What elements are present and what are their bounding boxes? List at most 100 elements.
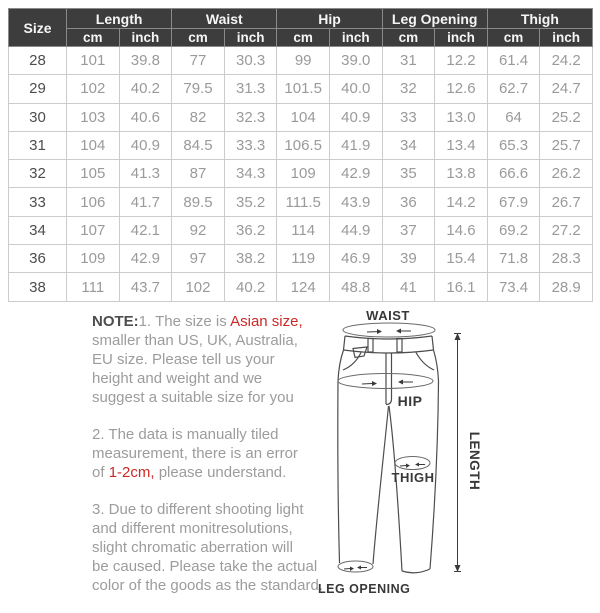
size-value: 31 — [9, 131, 67, 159]
cell: 114 — [277, 216, 330, 244]
cell: 79.5 — [172, 75, 225, 103]
cell: 27.2 — [540, 216, 593, 244]
highlight-asian-size: Asian size, — [230, 313, 303, 330]
cell: 40.6 — [119, 103, 172, 131]
size-row-29: 29 102 40.2 79.5 31.3 101.5 40.0 32 12.6… — [9, 75, 593, 103]
subcol-inch: inch — [435, 29, 488, 47]
cell: 105 — [67, 160, 120, 188]
thigh-measure-ellipse — [395, 457, 430, 470]
cell: 106.5 — [277, 131, 330, 159]
cell: 41.7 — [119, 188, 172, 216]
cell: 37 — [382, 216, 435, 244]
cell: 104 — [67, 131, 120, 159]
cell: 87 — [172, 160, 225, 188]
cell: 30.3 — [224, 47, 277, 75]
cell: 62.7 — [487, 75, 540, 103]
cell: 48.8 — [329, 273, 382, 301]
cell: 101 — [67, 47, 120, 75]
cell: 24.2 — [540, 47, 593, 75]
cell: 34 — [382, 131, 435, 159]
cell: 25.2 — [540, 103, 593, 131]
cell: 31.3 — [224, 75, 277, 103]
cell: 13.8 — [435, 160, 488, 188]
size-chart-page: { "colors": { "header_bg": "#3d3d3d", "h… — [0, 0, 600, 600]
cell: 64 — [487, 103, 540, 131]
cell: 35.2 — [224, 188, 277, 216]
cell: 32.3 — [224, 103, 277, 131]
cell: 40.2 — [224, 273, 277, 301]
subcol-inch: inch — [540, 29, 593, 47]
subcol-cm: cm — [67, 29, 120, 47]
waist-measure-ellipse — [343, 323, 435, 337]
cell: 13.0 — [435, 103, 488, 131]
cell: 107 — [67, 216, 120, 244]
cell: 67.9 — [487, 188, 540, 216]
cell: 28.9 — [540, 273, 593, 301]
cell: 41.3 — [119, 160, 172, 188]
cell: 41.9 — [329, 131, 382, 159]
cell: 38.2 — [224, 245, 277, 273]
pants-measurement-diagram: WAIST HIP THIGH — [315, 303, 495, 600]
cell: 61.4 — [487, 47, 540, 75]
cell: 39.8 — [119, 47, 172, 75]
cell: 12.6 — [435, 75, 488, 103]
cell: 35 — [382, 160, 435, 188]
cell: 104 — [277, 103, 330, 131]
cell: 73.4 — [487, 273, 540, 301]
size-value: 38 — [9, 273, 67, 301]
cell: 33 — [382, 103, 435, 131]
cell: 12.2 — [435, 47, 488, 75]
hip-label: HIP — [398, 393, 423, 409]
cell: 111.5 — [277, 188, 330, 216]
cell: 44.9 — [329, 216, 382, 244]
cell: 14.2 — [435, 188, 488, 216]
cell: 40.0 — [329, 75, 382, 103]
cell: 119 — [277, 245, 330, 273]
cell: 84.5 — [172, 131, 225, 159]
cell: 71.8 — [487, 245, 540, 273]
size-value: 29 — [9, 75, 67, 103]
size-value: 36 — [9, 245, 67, 273]
size-row-28: 28 101 39.8 77 30.3 99 39.0 31 12.2 61.4… — [9, 47, 593, 75]
cell: 65.3 — [487, 131, 540, 159]
length-arrow — [454, 333, 461, 572]
cell: 15.4 — [435, 245, 488, 273]
cell: 124 — [277, 273, 330, 301]
cell: 43.7 — [119, 273, 172, 301]
leg-opening-label: LEG OPENING — [318, 582, 410, 596]
cell: 42.9 — [329, 160, 382, 188]
col-header-length: Length — [67, 9, 172, 29]
cell: 24.7 — [540, 75, 593, 103]
waist-label: WAIST — [366, 308, 410, 323]
subcol-cm: cm — [382, 29, 435, 47]
cell: 33.3 — [224, 131, 277, 159]
cell: 39 — [382, 245, 435, 273]
cell: 36 — [382, 188, 435, 216]
cell: 32 — [382, 75, 435, 103]
subcol-cm: cm — [277, 29, 330, 47]
notes-section: NOTE:1. The size is Asian size, smaller … — [92, 312, 342, 613]
size-row-30: 30 103 40.6 82 32.3 104 40.9 33 13.0 64 … — [9, 103, 593, 131]
cell: 102 — [172, 273, 225, 301]
cell: 40.9 — [329, 103, 382, 131]
subcol-cm: cm — [172, 29, 225, 47]
size-value: 33 — [9, 188, 67, 216]
size-row-38: 38 111 43.7 102 40.2 124 48.8 41 16.1 73… — [9, 273, 593, 301]
cell: 26.2 — [540, 160, 593, 188]
cell: 77 — [172, 47, 225, 75]
header-group-row: Size Length Waist Hip Leg Opening Thigh — [9, 9, 593, 29]
cell: 26.7 — [540, 188, 593, 216]
size-row-31: 31 104 40.9 84.5 33.3 106.5 41.9 34 13.4… — [9, 131, 593, 159]
cell: 82 — [172, 103, 225, 131]
cell: 25.7 — [540, 131, 593, 159]
cell: 36.2 — [224, 216, 277, 244]
subcol-cm: cm — [487, 29, 540, 47]
cell: 28.3 — [540, 245, 593, 273]
header-unit-row: cm inch cm inch cm inch cm inch cm inch — [9, 29, 593, 47]
cell: 66.6 — [487, 160, 540, 188]
cell: 40.9 — [119, 131, 172, 159]
highlight-tolerance: 1-2cm, — [109, 464, 155, 481]
cell: 69.2 — [487, 216, 540, 244]
col-header-thigh: Thigh — [487, 9, 592, 29]
cell: 34.3 — [224, 160, 277, 188]
